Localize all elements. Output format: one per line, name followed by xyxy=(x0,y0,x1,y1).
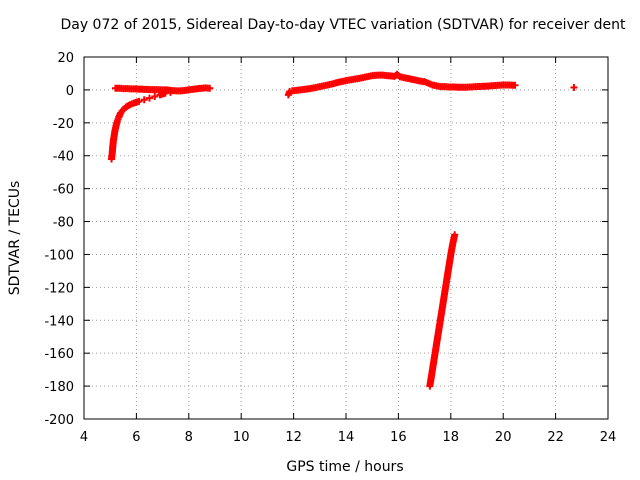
y-tick-label: -120 xyxy=(44,281,74,296)
data-point xyxy=(146,94,153,102)
y-tick-label: -180 xyxy=(44,380,74,395)
data-point xyxy=(451,231,459,239)
x-tick-label: 18 xyxy=(443,430,460,445)
y-tick-label: -40 xyxy=(53,150,74,165)
axis-ticks xyxy=(83,56,609,420)
x-tick-label: 10 xyxy=(233,430,250,445)
y-tick-labels: 20 0 -20 -40 -60 -80 -100 -120 -140 -160 -180 -200 xyxy=(44,51,74,428)
data-point xyxy=(135,97,143,105)
data-marks xyxy=(108,70,578,390)
x-tick-label: 16 xyxy=(390,430,407,445)
data-point xyxy=(206,84,214,92)
x-tick-label: 8 xyxy=(185,430,193,445)
y-tick-label: -20 xyxy=(53,117,74,132)
y-tick-label: 20 xyxy=(57,51,74,66)
y-tick-label: -140 xyxy=(44,314,74,329)
x-tick-labels: 4 6 8 10 12 14 16 18 20 22 24 xyxy=(80,430,616,445)
y-tick-label: 0 xyxy=(66,84,74,99)
x-tick-label: 24 xyxy=(600,430,617,445)
x-tick-label: 22 xyxy=(547,430,564,445)
x-tick-label: 12 xyxy=(285,430,302,445)
chart-title: Day 072 of 2015, Sidereal Day-to-day VTE… xyxy=(60,17,626,33)
grid xyxy=(84,57,608,419)
x-tick-label: 20 xyxy=(495,430,512,445)
y-axis-title: SDTVAR / TECUs xyxy=(7,181,23,296)
y-tick-label: -60 xyxy=(53,183,74,198)
x-tick-label: 6 xyxy=(132,430,140,445)
data-point xyxy=(151,92,159,100)
y-tick-label: -160 xyxy=(44,347,74,362)
y-tick-label: -100 xyxy=(44,248,74,263)
y-tick-label: -200 xyxy=(44,413,74,428)
data-point xyxy=(511,81,519,89)
data-point xyxy=(140,96,148,104)
x-tick-label: 4 xyxy=(80,430,88,445)
data-point xyxy=(570,83,578,91)
y-tick-label: -80 xyxy=(53,216,74,231)
x-tick-label: 14 xyxy=(338,430,355,445)
x-axis-title: GPS time / hours xyxy=(286,459,403,475)
